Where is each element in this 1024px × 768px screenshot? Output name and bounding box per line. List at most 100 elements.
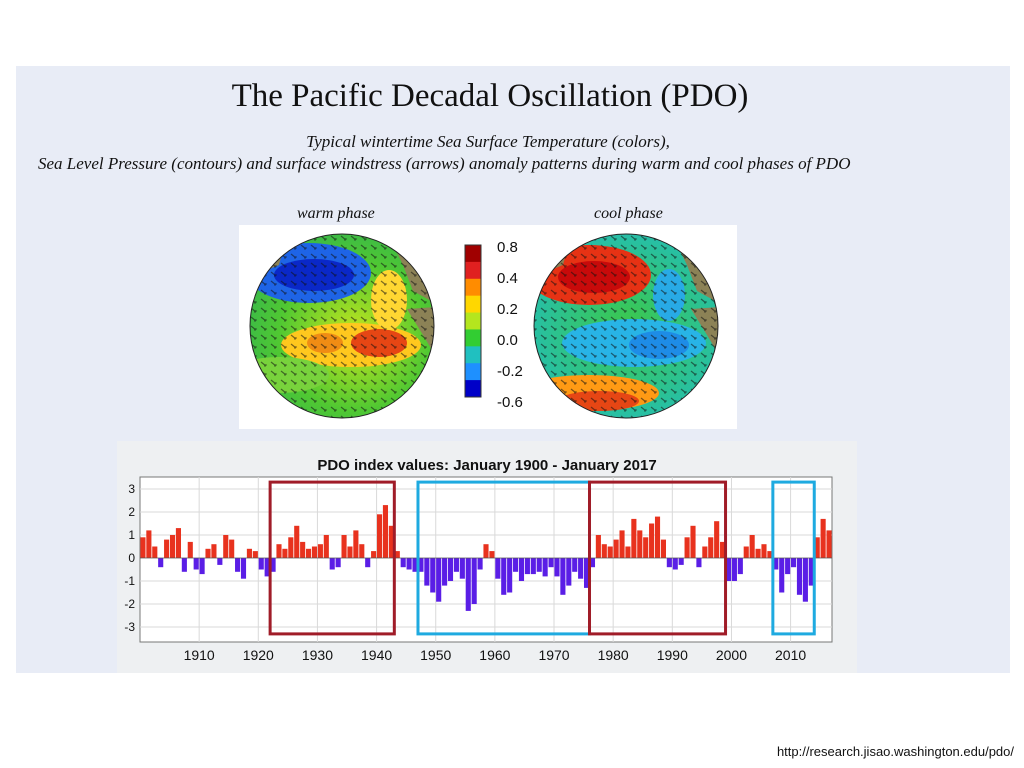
index-bar (353, 530, 359, 558)
index-bar (696, 558, 702, 568)
index-bar (152, 546, 158, 558)
warm-phase-box (588, 480, 728, 636)
x-tick-label: 1960 (479, 647, 510, 663)
x-tick-label: 2000 (716, 647, 747, 663)
index-bars (140, 505, 832, 611)
index-bar (394, 551, 400, 558)
index-bar (749, 535, 755, 558)
index-bar (589, 558, 596, 568)
grid-lines (140, 477, 832, 642)
index-bar (376, 514, 383, 558)
y-tick-label: -3 (124, 620, 135, 634)
index-bar (613, 539, 619, 558)
index-bar (643, 537, 649, 558)
x-tick-label: 1970 (538, 647, 569, 663)
index-bar (501, 558, 507, 595)
plot-area (139, 476, 833, 643)
index-bar (442, 558, 448, 586)
index-bar (164, 539, 170, 558)
index-bar (513, 558, 519, 572)
index-bar (211, 544, 217, 558)
colorbar-tick-label: 0.0 (497, 332, 518, 349)
index-bar (714, 521, 720, 558)
warm-phase-globe (249, 233, 435, 419)
index-bar (229, 539, 235, 558)
index-bar (637, 530, 643, 558)
index-bar (649, 523, 655, 558)
index-bar (779, 558, 785, 593)
index-bar (518, 558, 525, 581)
index-bar (418, 558, 424, 572)
sst-map-panel: 0.8 0.4 0.2 0.0 -0.2 -0.6 (239, 225, 737, 429)
index-bar (400, 558, 406, 568)
index-bar (258, 558, 264, 570)
index-bar (743, 546, 749, 558)
index-bar (471, 558, 477, 604)
x-tick-label: 1940 (361, 647, 392, 663)
index-bar (465, 558, 471, 611)
index-bar (737, 558, 743, 575)
index-bar (246, 548, 252, 558)
index-bar (169, 535, 176, 558)
index-bar (412, 558, 418, 572)
index-bar (276, 544, 282, 558)
colorbar-tick-label: 0.4 (497, 270, 518, 287)
colorbar-tick-label: -0.6 (497, 394, 523, 411)
index-bar (672, 558, 678, 570)
index-bar (489, 551, 495, 558)
index-bar (270, 558, 276, 572)
index-bar (666, 558, 672, 568)
index-bar (193, 558, 199, 570)
index-bar (678, 558, 684, 565)
index-bar (323, 535, 329, 558)
phase-boxes (268, 480, 816, 636)
x-axis-ticks: 1910 1920 1930 1940 1950 1960 1970 1980 1990 2000… (184, 647, 807, 663)
index-bar (725, 558, 732, 581)
colorbar-segment (465, 380, 481, 398)
y-tick-label: 0 (128, 551, 135, 565)
index-bar (282, 548, 288, 558)
index-bar (329, 558, 335, 570)
index-bar (382, 505, 389, 558)
index-bar (430, 558, 436, 593)
index-bar (288, 537, 294, 558)
index-bar (424, 558, 430, 586)
colorbar-segment (465, 346, 481, 364)
colorbar-tick-label: 0.8 (497, 239, 518, 256)
cool-phase-globe (533, 233, 719, 419)
index-bar (761, 544, 767, 558)
index-bar (181, 558, 187, 572)
index-bar (347, 546, 353, 558)
index-bar (808, 558, 814, 586)
index-bar (572, 558, 578, 572)
index-bar (335, 558, 341, 568)
index-bar (631, 518, 637, 558)
index-bar (240, 558, 247, 579)
x-tick-label: 2010 (775, 647, 806, 663)
index-bar (773, 558, 779, 570)
index-bar (790, 558, 797, 568)
x-tick-label: 1920 (243, 647, 274, 663)
colorbar-segment (465, 363, 481, 381)
x-tick-label: 1950 (420, 647, 451, 663)
index-bar (554, 558, 560, 577)
index-bar (755, 548, 761, 558)
index-bar (146, 530, 152, 558)
x-tick-label: 1980 (598, 647, 629, 663)
pdo-chart-panel: PDO index values: January 1900 - January… (117, 441, 857, 673)
index-bar (524, 558, 530, 575)
index-bar (294, 525, 300, 558)
y-tick-label: 2 (128, 505, 135, 519)
index-bar (530, 558, 536, 575)
colorbar-segment (465, 261, 481, 280)
colorbar-segment (465, 312, 481, 330)
index-bar (619, 530, 625, 558)
index-bar (388, 525, 394, 558)
colorbar-segment (465, 278, 481, 297)
index-bar (306, 548, 312, 558)
index-bar (447, 558, 454, 581)
subtitle-line-1: Typical wintertime Sea Surface Temperatu… (306, 132, 670, 151)
colorbar-tick-label: -0.2 (497, 363, 523, 380)
index-bar (158, 558, 164, 568)
index-bar (371, 551, 377, 558)
